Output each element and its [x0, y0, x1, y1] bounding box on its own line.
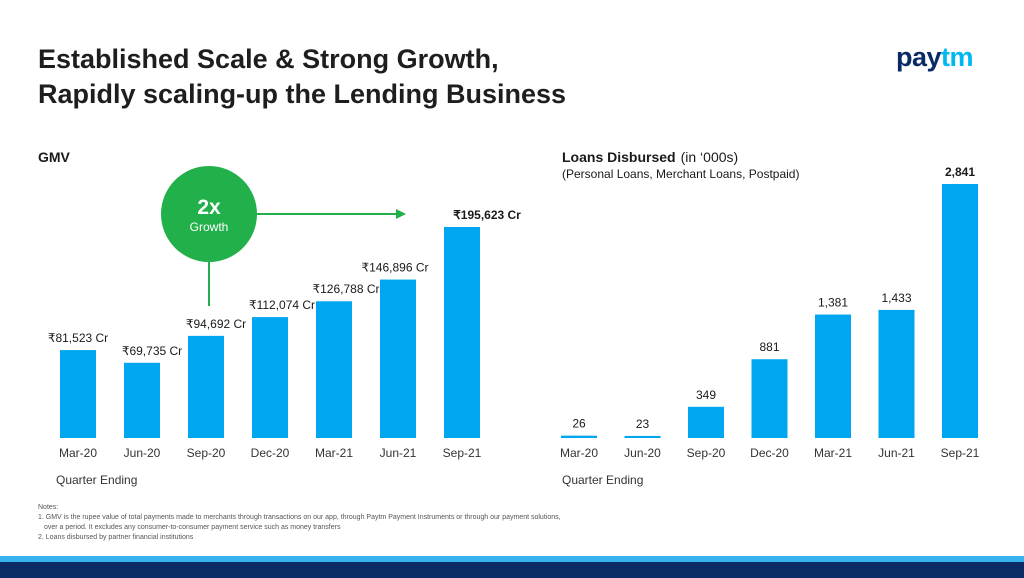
gmv-data-label: ₹112,074 Cr — [249, 298, 315, 312]
gmv-x-tick-label: Sep-21 — [443, 446, 482, 460]
logo-pay: pay — [896, 42, 942, 72]
gmv-bar-mar-20 — [60, 350, 96, 438]
notes-line-1: 1. GMV is the rupee value of total payme… — [38, 514, 561, 521]
notes-line-2: over a period. It excludes any consumer-… — [44, 524, 341, 531]
callout-arrowhead — [396, 209, 406, 219]
gmv-chart: GMV ₹81,523 Cr Mar-20 ₹69,735 Cr Jun-20 ₹94,… — [38, 149, 521, 487]
growth-callout: 2x Growth — [161, 166, 406, 306]
paytm-logo: paytm — [896, 42, 974, 73]
growth-circle — [161, 166, 257, 262]
logo-tm: tm — [941, 42, 974, 72]
loans-x-tick-label: Jun-20 — [624, 446, 661, 460]
gmv-bar-sep-21 — [444, 227, 480, 438]
gmv-x-tick-label: Sep-20 — [187, 446, 226, 460]
loans-title-main: Loans Disbursed — [562, 149, 676, 165]
loans-x-tick-label: Mar-21 — [814, 446, 852, 460]
notes-line-3: 2. Loans disbursed by partner financial … — [38, 534, 194, 541]
gmv-bar-mar-21 — [316, 301, 352, 438]
loans-bar-mar-21 — [815, 314, 851, 438]
loans-chart-title: Loans Disbursed (in ‘000s) — [562, 149, 738, 165]
page-title-line-2: Rapidly scaling-up the Lending Business — [38, 79, 567, 109]
gmv-bar-sep-20 — [188, 335, 224, 438]
loans-data-label: 26 — [572, 417, 586, 431]
loans-x-tick-label: Mar-20 — [560, 446, 598, 460]
loans-data-label: 1,381 — [818, 296, 848, 310]
loans-x-tick-label: Sep-20 — [687, 446, 726, 460]
gmv-data-label: ₹146,896 Cr — [361, 261, 428, 275]
gmv-data-label: ₹69,735 Cr — [122, 344, 182, 358]
loans-data-label: 349 — [696, 388, 716, 402]
loans-chart: Loans Disbursed (in ‘000s) (Personal Loan… — [560, 149, 980, 487]
loans-bar-sep-21 — [942, 184, 978, 438]
gmv-x-axis-label: Quarter Ending — [56, 473, 137, 487]
footer-bar — [0, 556, 1024, 578]
page-title: Established Scale & Strong Growth, Rapid… — [38, 42, 566, 112]
loans-x-tick-label: Jun-21 — [878, 446, 915, 460]
loans-data-label: 23 — [636, 417, 650, 431]
page-title-line-1: Established Scale & Strong Growth, — [38, 44, 499, 74]
gmv-data-label: ₹81,523 Cr — [48, 331, 108, 345]
loans-title-suffix: (in ‘000s) — [681, 149, 739, 165]
gmv-data-label: ₹94,692 Cr — [186, 317, 246, 331]
loans-chart-subtitle: (Personal Loans, Merchant Loans, Postpai… — [562, 167, 799, 181]
gmv-x-tick-label: Mar-21 — [315, 446, 353, 460]
gmv-x-tick-label: Jun-21 — [380, 446, 417, 460]
gmv-x-tick-label: Mar-20 — [59, 446, 97, 460]
gmv-x-tick-label: Jun-20 — [124, 446, 161, 460]
gmv-chart-title: GMV — [38, 149, 71, 165]
loans-bar-sep-20 — [688, 406, 724, 438]
gmv-x-tick-label: Dec-20 — [251, 446, 290, 460]
notes-heading: Notes: — [38, 504, 59, 511]
loans-x-tick-label: Dec-20 — [750, 446, 789, 460]
loans-x-axis-label: Quarter Ending — [562, 473, 643, 487]
gmv-bar-jun-21 — [380, 279, 416, 438]
loans-bar-jun-21 — [878, 309, 915, 438]
gmv-data-label: ₹195,623 Cr — [453, 208, 521, 222]
gmv-bar-jun-20 — [124, 362, 160, 438]
growth-word: Growth — [190, 220, 229, 234]
gmv-bars: ₹81,523 Cr Mar-20 ₹69,735 Cr Jun-20 ₹94,692 … — [48, 208, 521, 460]
gmv-data-label: ₹126,788 Cr — [312, 282, 379, 296]
growth-multiple: 2x — [197, 196, 221, 219]
loans-bars: 26 Mar-20 23 Jun-20 349 Sep-20 881 Dec-20 1,381 M… — [560, 165, 980, 460]
gmv-bar-dec-20 — [252, 317, 288, 438]
loans-bar-dec-20 — [751, 359, 788, 438]
loans-data-label: 2,841 — [945, 165, 975, 179]
loans-bar-mar-20 — [561, 435, 597, 438]
loans-data-label: 1,433 — [881, 291, 911, 305]
loans-data-label: 881 — [759, 340, 779, 354]
footnotes: Notes: 1. GMV is the rupee value of tota… — [38, 503, 658, 543]
loans-bar-jun-20 — [624, 435, 661, 438]
loans-x-tick-label: Sep-21 — [941, 446, 980, 460]
